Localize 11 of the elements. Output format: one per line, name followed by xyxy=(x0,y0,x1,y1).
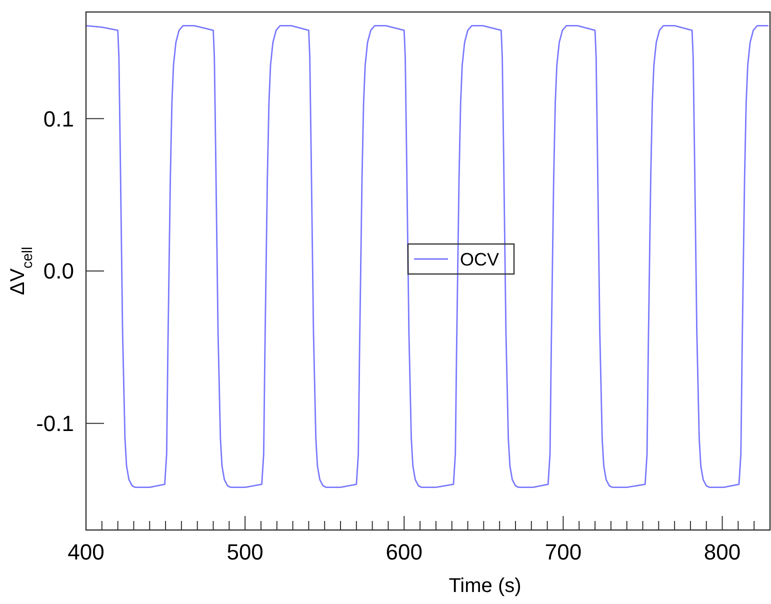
y-tick-label: -0.1 xyxy=(36,411,74,436)
x-tick-label: 800 xyxy=(704,540,741,565)
legend-label: OCV xyxy=(460,249,500,270)
x-tick-label: 500 xyxy=(226,540,264,565)
x-tick-label: 600 xyxy=(386,540,422,565)
line-series xyxy=(86,25,770,488)
y-tick-label: 0.0 xyxy=(43,258,74,284)
y-tick-label: 0.1 xyxy=(43,106,74,132)
x-axis-title: Time (s) xyxy=(448,575,522,597)
x-tick-label: 700 xyxy=(544,540,582,565)
x-tick-label: 400 xyxy=(68,540,104,565)
